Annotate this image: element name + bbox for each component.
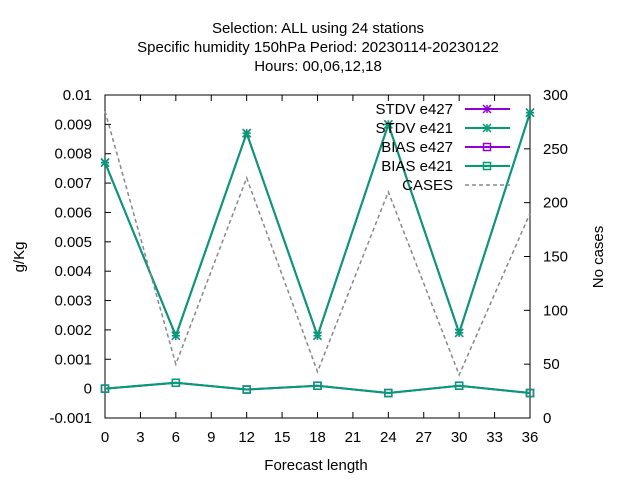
x-axis-label: Forecast length: [264, 457, 367, 474]
y-tick-label: 0: [84, 381, 92, 398]
series-layer: [100, 108, 535, 398]
legend-label: STDV e427: [375, 101, 453, 118]
y2-tick-label: 200: [543, 195, 568, 212]
title-line-2: Specific humidity 150hPa Period: 2023011…: [137, 39, 499, 56]
y-tick-label: 0.001: [54, 351, 92, 368]
chart-title: Selection: ALL using 24 stations Specifi…: [137, 20, 499, 75]
axes: 0 3 6 9 12 15 18 21 24 27 30 33 36-0.00100.0010.0020…: [49, 87, 568, 446]
y-axis-label: g/Kg: [11, 242, 28, 273]
legend-marker: [482, 161, 492, 171]
data-point: [313, 381, 322, 390]
legend-label: STDV e421: [375, 120, 453, 137]
data-point: [312, 331, 323, 341]
series-stdv-e421: [100, 108, 535, 341]
x-tick-label: 12: [238, 429, 255, 446]
legend-marker: [482, 123, 492, 133]
y-tick-label: -0.001: [49, 410, 92, 427]
legend-marker: [482, 142, 492, 152]
legend-label: BIAS e427: [381, 139, 453, 156]
legend-item: BIAS e421: [381, 158, 510, 175]
data-point: [525, 388, 535, 398]
data-point: [454, 381, 464, 390]
y-tick-label: 0.003: [54, 293, 92, 310]
y-tick-label: 0.007: [54, 175, 92, 192]
y-tick-label: 0.009: [54, 116, 92, 133]
legend: STDV e427 STDV e421 BIAS e427 BIAS e421 CASE…: [375, 101, 510, 194]
x-tick-label: 9: [207, 429, 215, 446]
data-point: [100, 384, 110, 393]
series-line: [104, 110, 531, 377]
data-point: [454, 328, 464, 338]
legend-item: CASES: [402, 177, 510, 194]
data-point: [171, 378, 181, 388]
y-tick-label: 0.008: [54, 146, 92, 163]
series-bias-e421: [100, 378, 535, 398]
series-line: [104, 381, 531, 395]
y2-axis-label: No cases: [590, 226, 607, 289]
x-tick-label: 30: [451, 429, 468, 446]
title-line-3: Hours: 00,06,12,18: [254, 58, 382, 75]
x-tick-label: 36: [522, 429, 539, 446]
legend-item: BIAS e427: [381, 139, 510, 156]
y2-tick-label: 250: [543, 141, 568, 158]
x-tick-label: 3: [136, 429, 144, 446]
data-point: [242, 128, 252, 138]
legend-item: STDV e421: [375, 120, 510, 137]
x-tick-label: 21: [345, 429, 362, 446]
legend-label: BIAS e421: [381, 158, 453, 175]
data-point: [525, 108, 535, 118]
y2-tick-label: 300: [543, 87, 568, 104]
y-tick-label: 0.01: [63, 87, 92, 104]
x-tick-label: 6: [172, 429, 180, 446]
y2-tick-label: 0: [543, 410, 551, 427]
legend-marker: [482, 104, 492, 114]
data-point: [383, 119, 393, 129]
x-tick-label: 27: [415, 429, 432, 446]
y-tick-label: 0.005: [54, 234, 92, 251]
data-point: [171, 331, 181, 341]
y-tick-label: 0.006: [54, 204, 92, 221]
data-point: [384, 388, 393, 398]
y-tick-label: 0.004: [54, 263, 92, 280]
legend-item: STDV e427: [375, 101, 510, 118]
y-tick-label: 0.002: [54, 322, 92, 339]
data-point: [100, 158, 110, 168]
data-point: [242, 385, 251, 394]
legend-label: CASES: [402, 177, 453, 194]
series-cases: [104, 110, 531, 377]
y2-tick-label: 150: [543, 249, 568, 266]
x-tick-label: 0: [101, 429, 109, 446]
y2-tick-label: 50: [543, 356, 560, 373]
x-tick-label: 18: [309, 429, 326, 446]
x-tick-label: 15: [274, 429, 291, 446]
x-tick-label: 24: [380, 429, 397, 446]
y2-tick-label: 100: [543, 302, 568, 319]
title-line-1: Selection: ALL using 24 stations: [212, 20, 424, 37]
x-tick-label: 33: [486, 429, 503, 446]
